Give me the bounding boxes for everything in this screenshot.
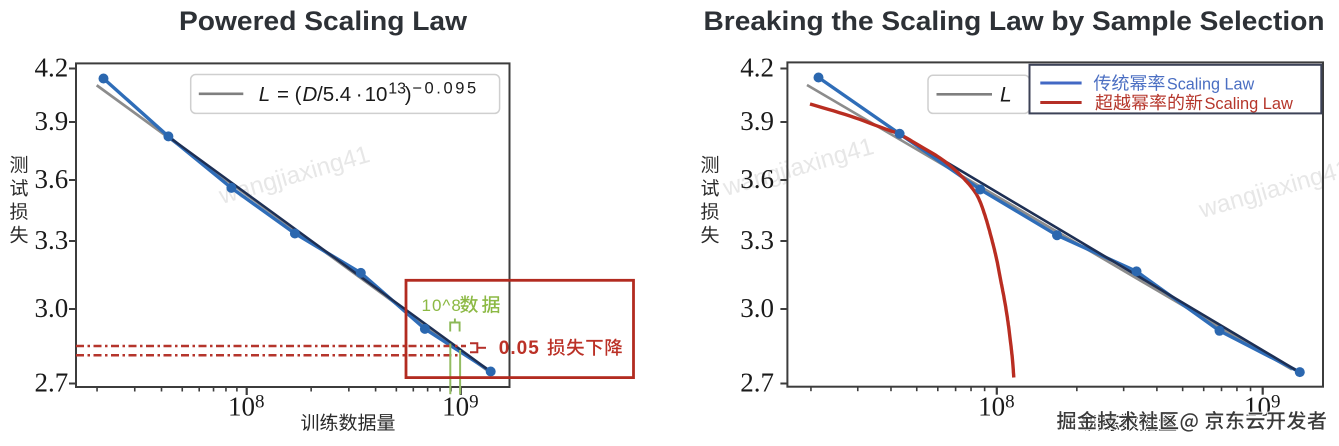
svg-text:3.0: 3.0 <box>35 293 69 323</box>
svg-text:L: L <box>1000 84 1012 107</box>
svg-text:3.6: 3.6 <box>35 164 69 194</box>
svg-text:3.6: 3.6 <box>740 164 774 194</box>
svg-text:3.0: 3.0 <box>740 293 774 323</box>
svg-text:10^8: 10^8 <box>422 296 462 315</box>
svg-text:4.2: 4.2 <box>740 53 774 83</box>
svg-text:3.9: 3.9 <box>35 106 69 136</box>
svg-text:Scaling Law: Scaling Law <box>1205 95 1294 113</box>
svg-text:2.7: 2.7 <box>740 368 774 398</box>
svg-text:Breaking the Scaling Law by Sa: Breaking the Scaling Law by Sample Selec… <box>704 6 1325 36</box>
svg-text:3.9: 3.9 <box>740 106 774 136</box>
svg-text:Powered Scaling Law: Powered Scaling Law <box>179 6 468 36</box>
svg-text:2.7: 2.7 <box>35 368 69 398</box>
svg-text:3.3: 3.3 <box>35 225 69 255</box>
svg-text:0.05: 0.05 <box>499 338 540 359</box>
svg-text:4.2: 4.2 <box>35 53 69 83</box>
svg-text:3.3: 3.3 <box>740 225 774 255</box>
svg-text:L= (D/5.4·1013)−0.095: L = (D/5.4·1013)−0.095 <box>259 80 479 107</box>
svg-text:Scaling Law: Scaling Law <box>1167 76 1255 94</box>
